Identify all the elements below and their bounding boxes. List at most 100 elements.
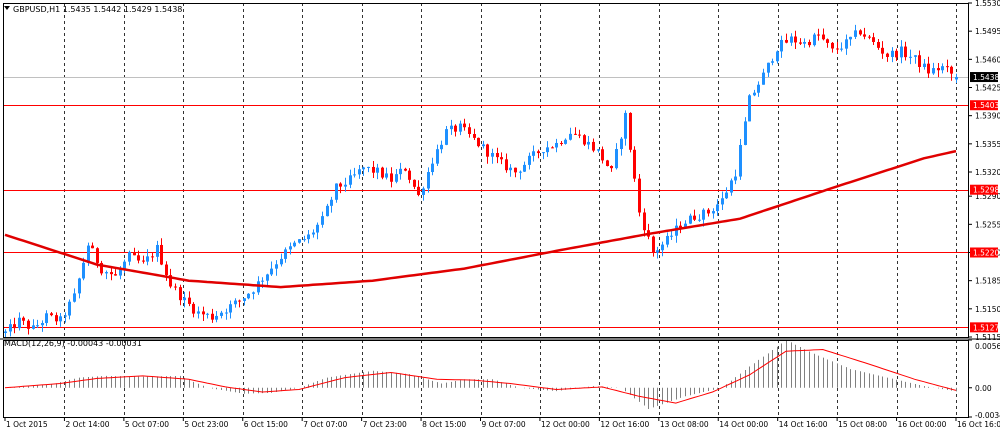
time-tick-label: 7 Oct 07:00: [303, 420, 347, 429]
candle-body: [100, 262, 103, 274]
price-level-label: 1.5403: [973, 101, 999, 110]
candle-body: [270, 268, 273, 275]
candle-body: [606, 160, 609, 167]
price-tick-label: 1.5390: [975, 112, 1000, 121]
candle-body: [932, 68, 935, 74]
price-tick-label: 1.5290: [975, 192, 1000, 201]
candle-body: [123, 261, 126, 270]
candle-body: [753, 92, 756, 96]
candle-body: [698, 219, 701, 221]
candle-body: [45, 313, 48, 324]
candle-body: [689, 215, 692, 224]
candle-body: [881, 47, 884, 54]
candle-body: [41, 323, 44, 326]
candle-body: [643, 212, 646, 231]
candle-body: [119, 269, 122, 276]
pane-frames: [0, 3, 1000, 418]
candle-body: [546, 147, 549, 153]
candle-body: [13, 324, 16, 329]
candle-body: [610, 166, 613, 169]
candle-body: [895, 50, 898, 58]
candle-body: [578, 134, 581, 136]
candle-body: [744, 121, 747, 145]
price-tick-label: 1.5185: [975, 277, 1000, 286]
candle-body: [454, 125, 457, 132]
time-tick-label: 14 Oct 00:00: [719, 420, 768, 429]
candle-body: [96, 248, 99, 263]
price-level-label-bg: [970, 247, 998, 258]
candle-body: [215, 315, 218, 320]
candle-body: [87, 245, 90, 263]
candle-body: [757, 84, 760, 93]
candle-body: [395, 174, 398, 182]
candle-body: [776, 51, 779, 62]
candle-body: [427, 172, 430, 189]
candle-body: [367, 166, 370, 168]
candle-body: [799, 42, 802, 44]
candle-body: [220, 312, 223, 316]
candle-body: [629, 112, 632, 150]
candle-body: [349, 175, 352, 185]
current-price-label: 1.5438: [973, 73, 999, 82]
candle-body: [436, 149, 439, 164]
candle-body: [146, 256, 149, 262]
time-tick-label: 9 Oct 07:00: [482, 420, 526, 429]
candle-body: [583, 135, 586, 145]
candle-body: [707, 209, 710, 214]
candle-body: [339, 183, 342, 187]
axis-price-labels: 1.5403 1.5298 1.5220 1.5127 1.5438: [970, 72, 999, 333]
candle-body: [519, 171, 522, 173]
candle-body: [78, 278, 81, 294]
candle-body: [206, 313, 209, 315]
candle-body: [831, 42, 834, 49]
candle-body: [68, 301, 71, 316]
candle-body: [785, 39, 788, 43]
price-tick-label: 1.5320: [975, 168, 1000, 177]
candle-body: [780, 39, 783, 52]
candle-body: [463, 123, 466, 128]
candle-body: [335, 183, 338, 200]
candle-body: [813, 34, 816, 46]
candle-body: [275, 264, 278, 269]
candle-body: [91, 245, 94, 249]
price-tick-label: 1.5150: [975, 305, 1000, 314]
candle-body: [615, 149, 618, 169]
candle-body: [927, 63, 930, 74]
candle-body: [22, 317, 25, 321]
candle-body: [551, 147, 554, 149]
candle-body: [316, 224, 319, 233]
candle-body: [767, 62, 770, 73]
candle-body: [261, 280, 264, 282]
candle-body: [73, 293, 76, 302]
candle-body: [459, 123, 462, 132]
macd-tick-label: -0.00344: [975, 411, 1000, 420]
candle-body: [748, 95, 751, 122]
candle-body: [183, 297, 186, 301]
candle-body: [891, 50, 894, 57]
candle-body: [836, 48, 839, 50]
candle-body: [399, 168, 402, 175]
candle-body: [652, 236, 655, 253]
candle-body: [344, 184, 347, 187]
candle-body: [114, 274, 117, 276]
candle-body: [849, 36, 852, 40]
time-tick-label: 8 Oct 15:00: [422, 420, 466, 429]
candle-body: [404, 168, 407, 171]
candle-body: [257, 281, 260, 293]
candle-body: [358, 169, 361, 175]
candle-body: [555, 142, 558, 148]
candle-body: [597, 149, 600, 151]
candle-body: [55, 315, 58, 322]
collapse-arrow-icon[interactable]: [4, 6, 10, 10]
candle-body: [238, 300, 241, 302]
candle-body: [822, 34, 825, 40]
candle-body: [160, 244, 163, 265]
macd-axis: 0.00562 0.00 -0.00344: [968, 339, 1000, 420]
candle-body: [670, 235, 673, 237]
candle-body: [560, 142, 563, 144]
candlestick-series: [4, 24, 958, 338]
candle-body: [725, 192, 728, 199]
time-tick-label: 14 Oct 16:00: [779, 420, 828, 429]
candle-body: [918, 55, 921, 67]
candle-body: [280, 258, 283, 265]
